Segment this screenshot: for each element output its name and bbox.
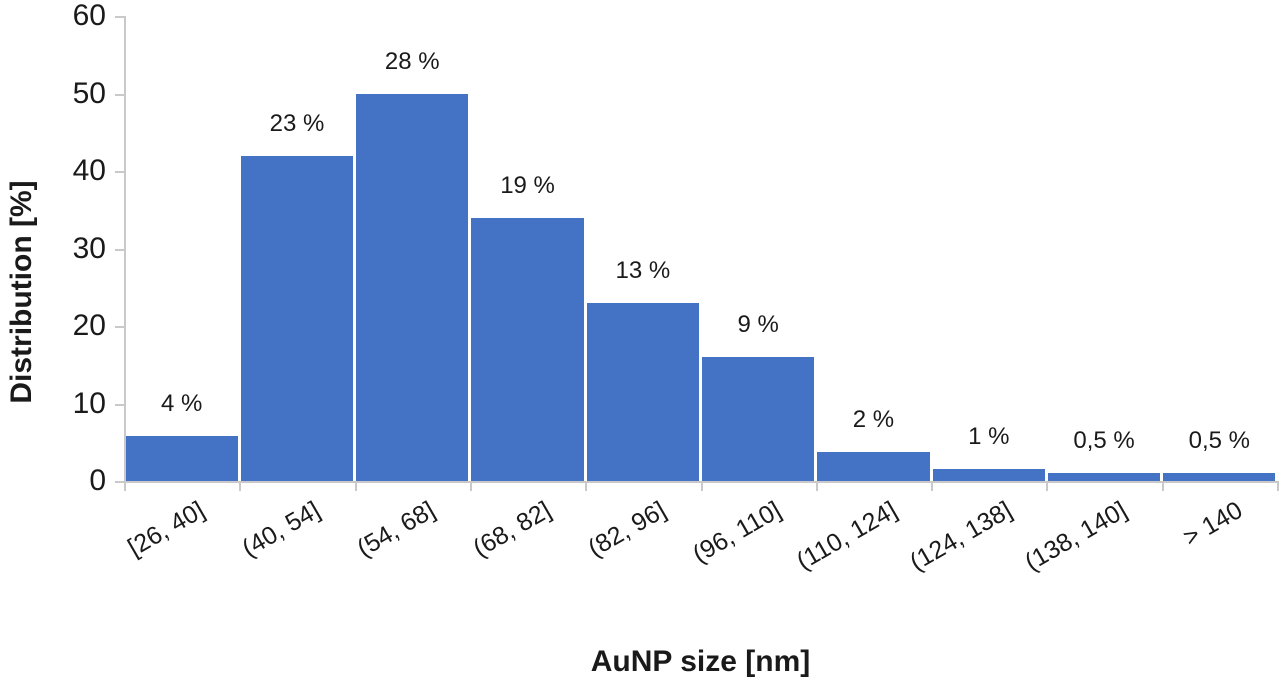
y-tick-mark bbox=[115, 248, 124, 251]
x-tick-label: (54, 68] bbox=[352, 496, 441, 563]
x-tick-mark bbox=[931, 481, 934, 491]
y-axis-line bbox=[124, 16, 126, 481]
x-tick-mark bbox=[239, 481, 242, 491]
bar-value-label: 1 % bbox=[968, 423, 1010, 451]
histogram-bar bbox=[1163, 473, 1276, 481]
x-tick-mark bbox=[124, 481, 126, 491]
histogram-bar bbox=[240, 155, 354, 481]
bar-value-label: 19 % bbox=[500, 171, 555, 199]
bar-value-label: 4 % bbox=[160, 390, 203, 418]
x-tick-label: (68, 82] bbox=[468, 496, 556, 563]
histogram-bar bbox=[586, 302, 699, 481]
histogram-bar bbox=[932, 469, 1045, 481]
histogram-bar bbox=[356, 93, 469, 481]
x-axis-title: AuNP size [nm] bbox=[590, 645, 811, 678]
x-tick-label: (124, 138] bbox=[905, 496, 1017, 577]
bar-value-label: 23 % bbox=[269, 109, 325, 137]
histogram-bar bbox=[125, 436, 238, 481]
x-tick-label: (96, 110] bbox=[688, 496, 787, 569]
x-tick-label: (110, 124] bbox=[791, 496, 902, 576]
bar-value-label: 13 % bbox=[615, 256, 671, 284]
histogram-bar bbox=[702, 357, 815, 481]
x-tick-label: (82, 96] bbox=[583, 496, 671, 563]
y-axis-title: Distribution [%] bbox=[5, 180, 38, 404]
y-tick-label: 30 bbox=[72, 231, 106, 265]
histogram-bar bbox=[471, 217, 584, 481]
x-tick-mark bbox=[469, 481, 472, 491]
y-tick-label: 40 bbox=[72, 154, 106, 187]
bar-value-label: 9 % bbox=[737, 311, 779, 338]
x-tick-label: [26, 40] bbox=[123, 496, 210, 562]
x-tick-mark bbox=[815, 481, 818, 491]
y-tick-mark bbox=[115, 16, 124, 18]
x-tick-mark bbox=[1161, 481, 1164, 491]
x-tick-mark bbox=[700, 481, 703, 491]
y-tick-mark bbox=[115, 481, 124, 483]
y-tick-label: 50 bbox=[72, 76, 106, 110]
bar-value-label: 0,5 % bbox=[1188, 427, 1251, 455]
y-tick-mark bbox=[115, 403, 124, 406]
y-tick-mark bbox=[115, 171, 124, 173]
bar-value-label: 2 % bbox=[852, 406, 895, 434]
x-tick-mark bbox=[1277, 481, 1279, 491]
y-tick-mark bbox=[115, 93, 124, 96]
y-tick-label: 20 bbox=[72, 309, 106, 342]
x-tick-mark bbox=[1046, 481, 1049, 491]
x-tick-mark bbox=[354, 481, 357, 491]
plot-area: 4 % 23 % 28 % 19 % 13 % 9 % 2 % 1 % 0,5 % 0,5 % bbox=[124, 16, 1277, 481]
y-tick-label: 60 bbox=[72, 0, 106, 32]
x-tick-label: (40, 54] bbox=[237, 496, 325, 563]
histogram-bar bbox=[817, 452, 930, 481]
bar-value-label: 0,5 % bbox=[1073, 427, 1135, 455]
histogram-bar bbox=[1047, 473, 1161, 481]
bar-value-label: 28 % bbox=[384, 47, 440, 75]
y-tick-mark bbox=[115, 326, 124, 328]
y-tick-label: 0 bbox=[89, 464, 106, 497]
x-tick-label: (138, 140] bbox=[1020, 496, 1133, 577]
y-tick-label: 10 bbox=[72, 386, 106, 420]
x-tick-label: > 140 bbox=[1178, 496, 1248, 552]
x-tick-mark bbox=[585, 481, 588, 491]
